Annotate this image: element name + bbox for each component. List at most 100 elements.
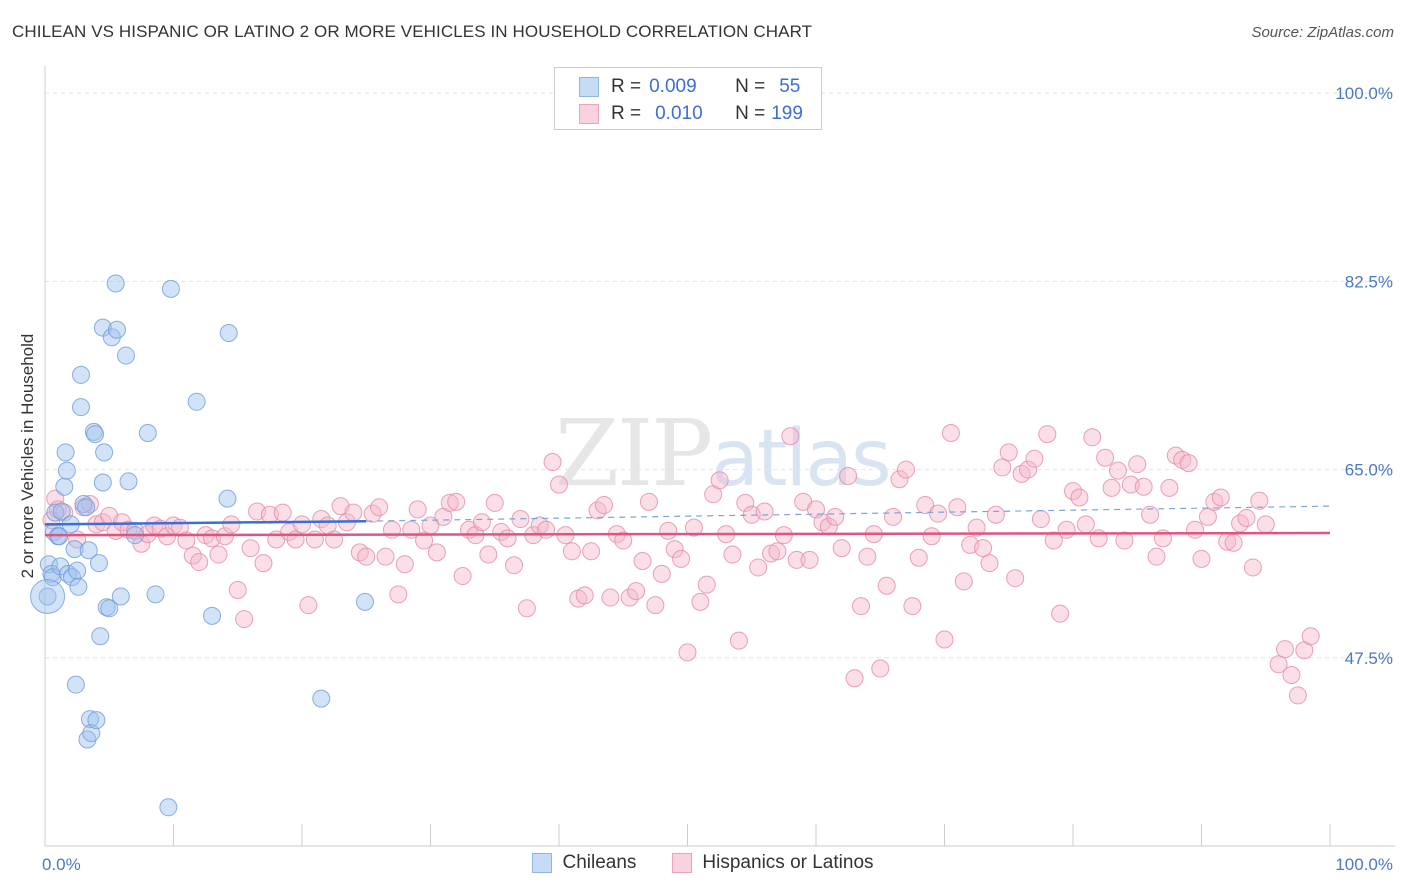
point-hispanics — [723, 545, 742, 564]
point-hispanics — [749, 558, 768, 577]
point-chileans — [66, 675, 85, 694]
point-hispanics — [254, 554, 273, 573]
point-hispanics — [1256, 515, 1275, 534]
x-tick-label: 100.0% — [1335, 855, 1393, 874]
point-chileans — [46, 503, 65, 522]
point-hispanics — [890, 470, 909, 489]
point-hispanics — [871, 659, 890, 678]
legend-swatch-chileans — [579, 77, 599, 97]
point-hispanics — [646, 596, 665, 615]
point-hispanics — [736, 493, 755, 512]
point-hispanics — [1192, 549, 1211, 568]
point-hispanics — [1019, 460, 1038, 479]
series-label-chileans: Chileans — [562, 852, 637, 873]
point-hispanics — [639, 492, 658, 511]
point-hispanics — [209, 545, 228, 564]
point-hispanics — [954, 572, 973, 591]
point-hispanics — [1083, 428, 1102, 447]
trend-line-chileans — [44, 519, 367, 526]
point-hispanics — [113, 513, 132, 532]
point-chileans — [68, 561, 87, 580]
point-hispanics — [1288, 686, 1307, 705]
point-hispanics — [299, 596, 318, 615]
point-chileans — [65, 540, 84, 559]
point-hispanics — [222, 515, 241, 534]
point-hispanics — [492, 522, 511, 541]
point-hispanics — [627, 582, 646, 601]
point-hispanics — [543, 453, 562, 472]
point-chileans — [38, 587, 57, 606]
point-hispanics — [729, 631, 748, 650]
point-chileans — [218, 489, 237, 508]
point-chileans — [106, 274, 125, 293]
point-hispanics — [1147, 547, 1166, 566]
legend-r-value: 0.010 — [655, 103, 703, 124]
series-legend-chileans: Chileans — [532, 852, 636, 874]
point-hispanics — [678, 643, 697, 662]
point-hispanics — [1237, 508, 1256, 527]
point-hispanics — [575, 586, 594, 605]
point-hispanics — [1031, 510, 1050, 529]
point-chileans — [30, 578, 66, 614]
point-hispanics — [851, 597, 870, 616]
point-hispanics — [1128, 455, 1147, 474]
series-legend: Chileans Hispanics or Latinos — [0, 852, 1406, 874]
legend-swatch-hispanics — [579, 104, 599, 124]
point-hispanics — [550, 475, 568, 494]
watermark-zip: ZIP — [555, 400, 713, 507]
point-hispanics — [177, 531, 196, 550]
point-chileans — [87, 711, 106, 730]
point-hispanics — [472, 513, 491, 532]
point-hispanics — [505, 556, 524, 575]
point-chileans — [146, 585, 165, 604]
point-chileans — [74, 494, 93, 513]
point-hispanics — [832, 539, 851, 558]
point-hispanics — [1025, 449, 1044, 468]
point-hispanics — [929, 504, 948, 523]
point-hispanics — [665, 540, 684, 559]
point-hispanics — [800, 550, 819, 569]
point-hispanics — [447, 492, 466, 511]
point-hispanics — [1282, 665, 1301, 684]
point-hispanics — [659, 521, 678, 540]
point-hispanics — [1186, 520, 1205, 539]
chart-title: CHILEAN VS HISPANIC OR LATINO 2 OR MORE … — [12, 22, 813, 41]
point-chileans — [93, 473, 112, 492]
point-hispanics — [408, 500, 427, 519]
point-chileans — [138, 423, 157, 442]
point-chileans — [111, 587, 130, 606]
point-chileans — [219, 323, 238, 342]
point-hispanics — [1102, 478, 1121, 497]
point-hispanics — [986, 505, 1005, 524]
point-chileans — [95, 443, 114, 462]
point-hispanics — [1160, 478, 1179, 497]
point-chileans — [91, 627, 110, 646]
point-chileans — [86, 425, 105, 444]
point-chileans — [107, 320, 126, 339]
point-hispanics — [781, 427, 800, 446]
point-chileans — [79, 541, 98, 560]
series-legend-hispanics: Hispanics or Latinos — [672, 852, 874, 874]
point-chileans — [71, 398, 90, 417]
point-hispanics — [877, 576, 896, 595]
point-hispanics — [633, 551, 652, 570]
point-hispanics — [903, 597, 922, 616]
point-chileans — [56, 443, 75, 462]
point-hispanics — [1301, 627, 1320, 646]
point-hispanics — [768, 542, 787, 561]
point-hispanics — [293, 515, 311, 534]
legend-n-label: N = — [735, 103, 766, 124]
gridlines — [45, 92, 1395, 659]
point-chileans — [159, 798, 178, 817]
point-hispanics — [479, 545, 498, 564]
point-hispanics — [344, 503, 363, 522]
point-hispanics — [980, 554, 999, 573]
point-hispanics — [1076, 515, 1095, 534]
point-hispanics — [537, 520, 556, 539]
point-hispanics — [999, 443, 1018, 462]
point-hispanics — [1134, 477, 1153, 496]
point-chileans — [119, 472, 138, 491]
point-hispanics — [697, 575, 716, 594]
point-hispanics — [395, 555, 414, 574]
point-hispanics — [1057, 520, 1076, 539]
